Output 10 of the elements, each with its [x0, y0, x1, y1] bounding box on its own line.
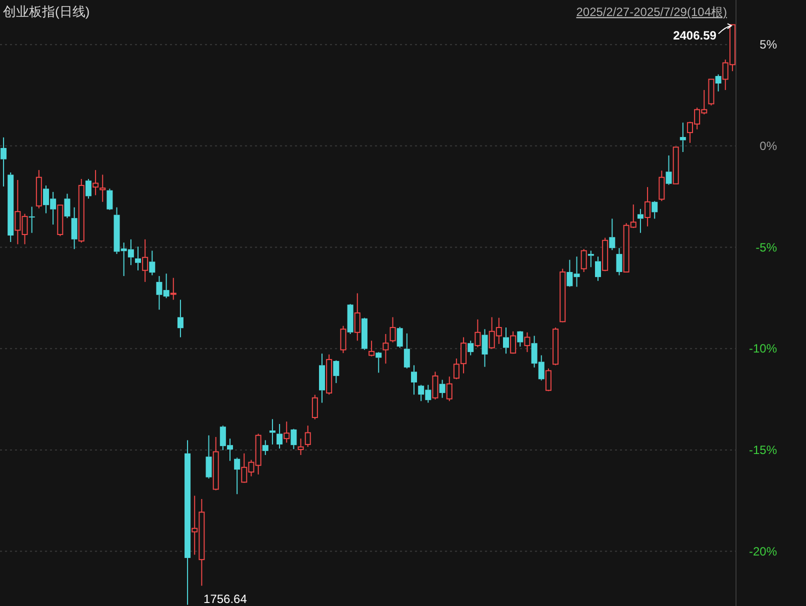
y-tick-label: 0%: [760, 138, 778, 153]
y-tick-label: -20%: [748, 544, 778, 558]
y-tick-label: -5%: [756, 240, 778, 254]
y-tick-label: -15%: [748, 442, 778, 457]
y-tick-label: 5%: [760, 38, 778, 52]
text: 2025/2/27-2025/7/29(104根): [576, 5, 727, 19]
annotation: 2406.59: [673, 28, 717, 43]
annotation: 1756.64: [204, 592, 248, 606]
y-tick-label: -10%: [748, 342, 778, 356]
chart-title: 创业板指(日线): [3, 4, 90, 19]
